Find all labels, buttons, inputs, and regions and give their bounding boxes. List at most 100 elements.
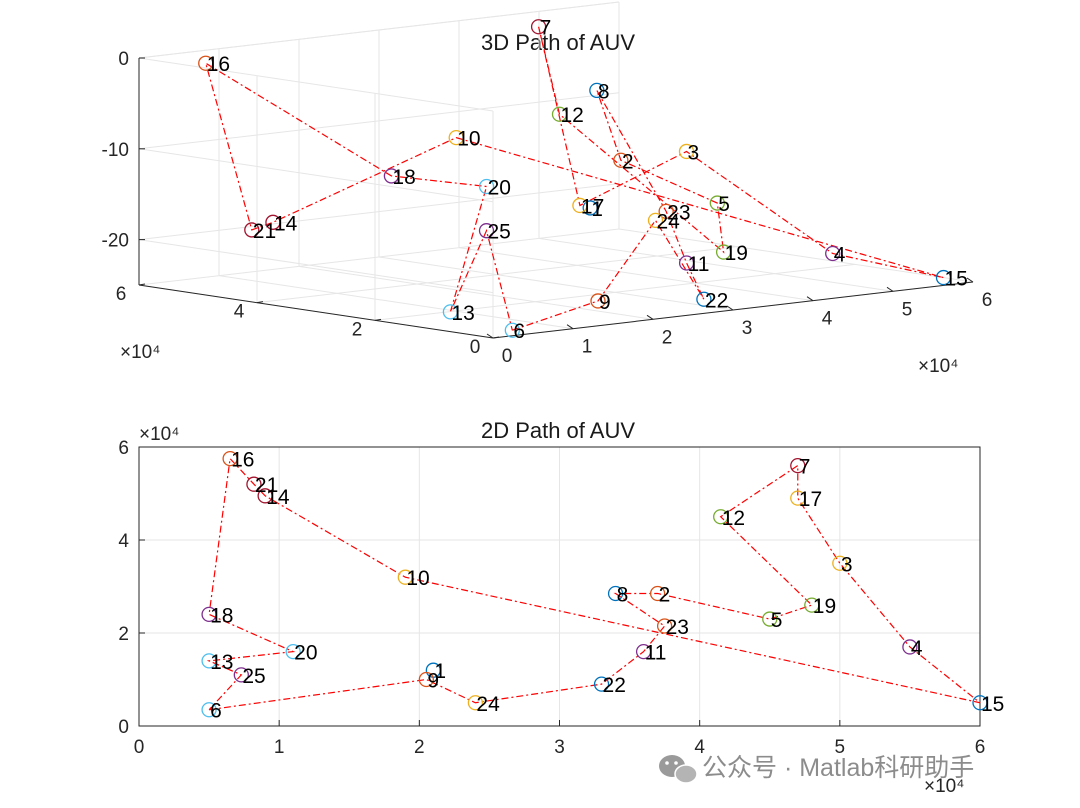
- chart-3d-wall-gridline: [138, 239, 494, 294]
- chart-3d-waypoint-label: 23: [667, 201, 690, 224]
- chart-2d-x-tick-label: 4: [694, 737, 705, 758]
- chart-3d-waypoint-label: 25: [488, 221, 511, 244]
- watermark-text: 公众号 · Matlab科研助手: [702, 754, 974, 782]
- chart-3d-waypoint-label: 1: [591, 198, 603, 221]
- chart-3d-waypoint-marker: [613, 152, 629, 168]
- chart-3d-waypoint-label: 11: [688, 253, 710, 276]
- chart-2d-waypoint-label: 5: [771, 609, 783, 632]
- chart-3d-x-tick-mark: [966, 277, 974, 283]
- chart-3d-waypoint-marker: [678, 255, 695, 271]
- chart-2d-x-tick-label: 3: [554, 737, 565, 758]
- chart-3d-waypoint-marker: [709, 195, 725, 211]
- chart-3d-y-tick-mark: [492, 336, 500, 339]
- chart-2d-waypoint-label: 8: [617, 583, 629, 606]
- chart-3d-waypoint-label: 17: [581, 195, 604, 218]
- chart-3d-y-tick-mark: [138, 283, 146, 286]
- chart-3d-waypoint-label: 15: [945, 268, 968, 291]
- chart-3d-axes: [138, 57, 974, 339]
- chart-3d-x-tick-label: 4: [822, 309, 833, 330]
- chart-3d-waypoint-label: 9: [599, 291, 611, 314]
- chart-2d-waypoint-label: 14: [266, 486, 290, 509]
- chart-3d-floor-gridline: [538, 237, 894, 292]
- chart-3d-floor-gridline: [218, 275, 574, 330]
- chart-3d-waypoint-marker: [530, 19, 547, 35]
- chart-3d-wall-gridline: [138, 92, 620, 150]
- chart-3d-z-tick-label: -10: [102, 140, 129, 161]
- chart-2d-x-tick-label: 5: [835, 737, 846, 758]
- chart-2d-waypoint-marker: [201, 702, 217, 718]
- chart-3d-waypoint-label: 14: [274, 212, 298, 235]
- chart-2d-x-tick-label: 0: [134, 737, 145, 758]
- chart-3d-waypoint-marker: [504, 322, 520, 338]
- chart-2d-waypoint-marker: [222, 450, 238, 467]
- chart-2d-waypoint-marker: [467, 695, 484, 711]
- chart-2d-waypoint-label: 1: [434, 660, 446, 683]
- chart-2d-waypoint-marker: [656, 618, 673, 634]
- chart-2d-waypoint-label: 22: [603, 674, 626, 697]
- chart-2d-waypoint-marker: [635, 643, 652, 660]
- chart-3d-x-tick-mark: [726, 305, 734, 311]
- chart-3d-waypoint-label: 7: [540, 17, 552, 40]
- chart-3d-x-exponent: ×10⁴: [918, 356, 958, 377]
- chart-2d-waypoint-marker: [832, 555, 848, 571]
- chart-3d-waypoint-marker: [647, 212, 664, 229]
- chart-3d-wall-gridline: [138, 148, 494, 203]
- chart-2d-waypoint-label: 16: [231, 449, 254, 472]
- chart-3d-wall-gridline: [138, 57, 494, 112]
- chart-3d-grid: [138, 1, 974, 339]
- chart-3d-y-tick-label: 6: [116, 284, 127, 305]
- chart-3d-waypoint-label: 2: [622, 150, 634, 173]
- chart-3d-x-tick-mark: [566, 324, 574, 330]
- chart-2d-waypoint-marker: [285, 643, 301, 660]
- chart-3d-waypoint-marker: [244, 222, 260, 238]
- chart-2d-title: 2D Path of AUV: [481, 418, 635, 443]
- chart-2d-waypoint-label: 15: [981, 693, 1004, 716]
- chart-2d-waypoint-label: 24: [476, 693, 500, 716]
- chart-2d-x-tick-label: 6: [975, 737, 986, 758]
- chart-3d-waypoint-label: 8: [598, 80, 610, 103]
- chart-3d-x-tick-label: 1: [582, 337, 593, 358]
- chart-2d-waypoint-label: 23: [666, 616, 689, 639]
- chart-2d-x-tick-label: 2: [414, 737, 425, 758]
- chart-3d-floor-gridline: [138, 228, 620, 286]
- chart-3d-markers: 12 34567891011121314151617181920212223242…: [198, 17, 968, 343]
- chart-3d-x-tick-mark: [646, 314, 654, 320]
- chart-3d-floor-gridline: [298, 265, 654, 320]
- chart-3d-path-polyline: [204, 26, 944, 331]
- chart-3d-y-tick-mark: [256, 301, 264, 304]
- chart-2d-waypoint-label: 7: [799, 456, 811, 479]
- chart-3d-wall-gridline: [138, 183, 620, 241]
- chart-3d-waypoint-marker: [658, 203, 674, 220]
- chart-3d-x-tick-label: 5: [902, 299, 913, 320]
- chart-2d-waypoint-marker: [902, 639, 918, 655]
- chart-2d-waypoint-marker: [762, 611, 778, 627]
- chart-3d-z-tick-label: 0: [118, 49, 129, 70]
- chart-3d-title: 3D Path of AUV: [481, 30, 635, 55]
- chart-3d-x-tick-mark: [486, 333, 494, 339]
- chart-3d-waypoint-label: 18: [392, 166, 415, 189]
- chart-2d-axes-box: [138, 446, 981, 727]
- chart-2d-x-exponent: ×10⁴: [924, 776, 964, 797]
- chart-2d-waypoint-marker: [246, 476, 262, 492]
- chart-3d-waypoint-marker: [198, 55, 214, 71]
- chart-2d-waypoint-label: 4: [911, 637, 923, 660]
- chart-3d-waypoint-marker: [715, 244, 732, 260]
- chart-2d-y-tick-label: 4: [118, 531, 129, 552]
- chart-2d-waypoint-label: 3: [841, 553, 853, 576]
- chart-3d-waypoint-marker: [383, 168, 400, 184]
- chart-2d-waypoint-marker: [593, 676, 610, 692]
- chart-3d-waypoint-label: 22: [705, 289, 728, 312]
- chart-3d-floor-gridline: [618, 228, 974, 283]
- chart-3d-waypoint-label: 10: [457, 128, 480, 151]
- chart-2d-waypoint-label: 13: [210, 651, 233, 674]
- chart-2d-waypoint-label: 25: [242, 665, 265, 688]
- chart-3d-waypoint-marker: [678, 143, 695, 160]
- chart-3d-waypoint-marker: [825, 245, 841, 262]
- chart-2d-waypoint-label: 10: [406, 567, 429, 590]
- chart-3d-waypoint-marker: [448, 129, 464, 146]
